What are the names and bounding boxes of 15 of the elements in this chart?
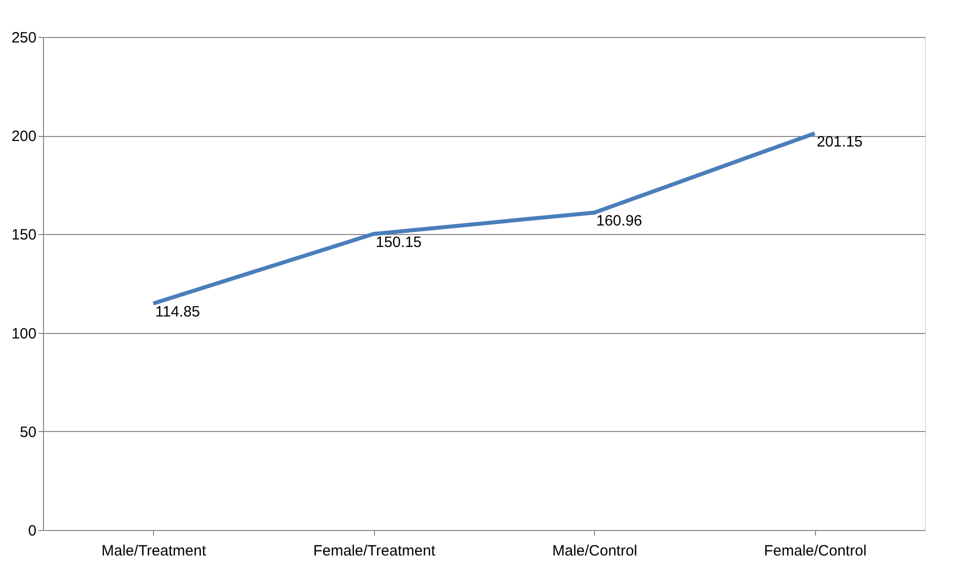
line-series (151, 131, 817, 306)
y-tick-label: 50 (20, 424, 36, 441)
y-tick-label: 200 (11, 128, 36, 146)
x-tick-label: Female/Treatment (313, 542, 436, 560)
data-label: 114.85 (155, 304, 200, 321)
data-label: 150.15 (376, 234, 422, 251)
y-tick-label: 150 (11, 226, 36, 244)
data-label: 201.15 (816, 133, 863, 150)
x-tick-label: Male/Control (552, 542, 638, 560)
x-tick-label: Female/Control (764, 542, 867, 560)
x-tick-label: Male/Treatment (102, 542, 207, 560)
y-tick-label: 250 (11, 30, 36, 46)
data-label: 160.96 (596, 212, 642, 230)
y-tick-label: 0 (28, 522, 36, 540)
y-tick-label: 100 (11, 325, 36, 342)
